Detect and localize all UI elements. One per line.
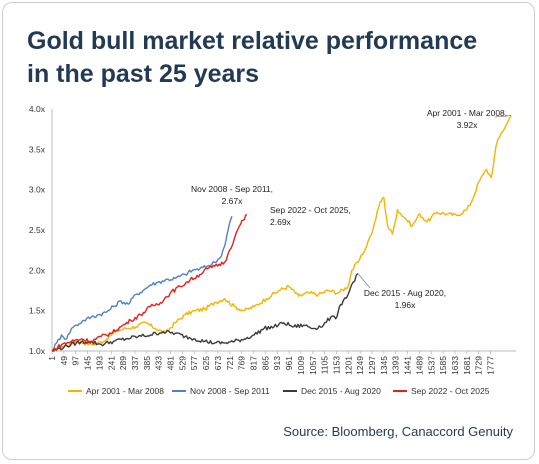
x-tick-label: 1249 (355, 356, 365, 375)
y-tick-label: 3.0x (29, 185, 46, 195)
x-tick-label: 97 (71, 356, 81, 366)
x-tick-label: 289 (118, 356, 128, 370)
x-tick-label: 1 (47, 356, 57, 361)
x-tick-label: 49 (59, 356, 69, 366)
x-tick-label: 577 (189, 356, 199, 370)
annotation-label: Nov 2008 - Sep 2011, (191, 184, 273, 194)
x-tick-label: 1585 (438, 356, 448, 375)
x-tick-label: 1489 (414, 356, 424, 375)
series-line-dec-2015-aug-2020 (51, 273, 359, 352)
x-tick-label: 673 (213, 356, 223, 370)
x-tick-label: 385 (142, 356, 152, 370)
annotation-label: Dec 2015 - Aug 2020, (364, 288, 446, 298)
x-tick-label: 1345 (379, 356, 389, 375)
series-line-sep-2022-oct-2025 (51, 214, 248, 352)
y-tick-label: 1.5x (29, 306, 46, 316)
y-tick-label: 2.0x (29, 265, 46, 275)
x-tick-label: 1633 (450, 356, 460, 375)
x-tick-label: 1009 (296, 356, 306, 375)
x-tick-label: 1153 (331, 356, 341, 375)
x-tick-label: 721 (225, 356, 235, 370)
x-tick-label: 1105 (320, 356, 330, 375)
y-tick-label: 2.5x (29, 225, 46, 235)
series-line-apr-2001-mar-2008 (51, 115, 512, 352)
annotation-label: 3.92x (457, 120, 479, 130)
x-tick-label: 1201 (343, 356, 353, 375)
x-tick-label: 1441 (403, 356, 413, 375)
chart-card: Gold bull market relative performance in… (2, 2, 535, 460)
y-tick-label: 1.0x (29, 346, 46, 356)
legend-label: Apr 2001 - Mar 2008 (86, 386, 164, 396)
legend-label: Sep 2022 - Oct 2025 (411, 386, 490, 396)
annotation-label: 1.96x (395, 300, 417, 310)
chart-title: Gold bull market relative performance in… (27, 25, 507, 91)
annotation-label: Apr 2001 - Mar 2008, (427, 108, 507, 118)
x-tick-label: 1537 (426, 356, 436, 375)
legend-label: Nov 2008 - Sep 2011 (190, 386, 270, 396)
x-tick-label: 961 (284, 356, 294, 370)
x-tick-label: 769 (237, 356, 247, 370)
x-tick-label: 433 (154, 356, 164, 370)
x-tick-label: 1777 (486, 356, 496, 375)
x-tick-label: 241 (106, 356, 116, 370)
x-tick-label: 625 (201, 356, 211, 370)
annotation-leader (494, 115, 512, 118)
title-line-1: Gold bull market relative performance (27, 27, 478, 55)
x-tick-label: 913 (272, 356, 282, 370)
x-tick-label: 481 (166, 356, 176, 370)
title-line-2: in the past 25 years (27, 60, 260, 88)
y-tick-label: 4.0x (29, 104, 46, 114)
annotation-leader (357, 273, 371, 289)
x-tick-label: 1057 (308, 356, 318, 375)
x-tick-label: 1297 (367, 356, 377, 375)
x-tick-label: 529 (177, 356, 187, 370)
annotation-label: 2.69x (270, 217, 292, 227)
x-tick-label: 817 (249, 356, 259, 370)
legend-label: Dec 2015 - Aug 2020 (301, 386, 381, 396)
x-tick-label: 1729 (474, 356, 484, 375)
annotation-label: Sep 2022 - Oct 2025, (270, 205, 351, 215)
x-tick-label: 193 (94, 356, 104, 370)
x-tick-label: 865 (260, 356, 270, 370)
x-tick-label: 337 (130, 356, 140, 370)
x-tick-label: 145 (83, 356, 93, 370)
annotation-label: 2.67x (222, 196, 244, 206)
source-note: Source: Bloomberg, Canaccord Genuity (283, 424, 513, 439)
x-tick-label: 1681 (462, 356, 472, 375)
x-tick-label: 1393 (391, 356, 401, 375)
series-line-nov-2008-sep-2011 (51, 216, 233, 352)
y-tick-label: 3.5x (29, 144, 46, 154)
